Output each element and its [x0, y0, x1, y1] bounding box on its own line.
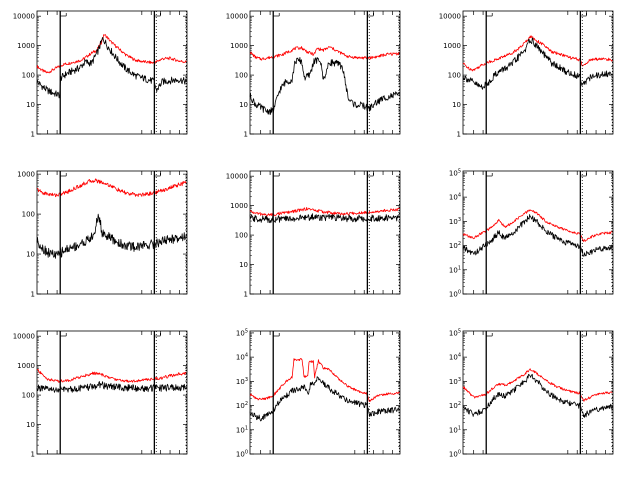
plot-frame — [36, 170, 188, 295]
y-tick-label: 105 — [449, 328, 461, 337]
y-tick-label: 102 — [236, 401, 248, 410]
y-tick-label: 101 — [449, 265, 461, 274]
series-lld-red — [462, 209, 613, 242]
series-events-black — [462, 214, 613, 257]
y-tick-label: 102 — [449, 241, 461, 250]
series-events-black — [249, 376, 400, 422]
y-tick-label: 104 — [449, 353, 461, 362]
y-tick-label: 1000 — [443, 42, 461, 50]
y-tick-label: 100 — [22, 392, 35, 400]
plot-frame — [249, 10, 401, 135]
chart-det-6: 100 101 102 103 104 105 — [449, 168, 614, 299]
y-tick-label: 1000 — [17, 362, 35, 370]
y-tick-label: 100 — [22, 72, 35, 80]
chart-det-3: 1 10 100 1000 10000 — [439, 10, 614, 139]
plot-frame — [36, 330, 188, 455]
series-events-black — [462, 37, 613, 90]
y-tick-label: 101 — [449, 425, 461, 434]
y-tick-label: 102 — [449, 401, 461, 410]
y-tick-label: 1 — [31, 131, 35, 139]
y-tick-label: 1 — [244, 131, 248, 139]
series-events-black — [36, 37, 187, 99]
y-tick-label: 10000 — [13, 333, 35, 341]
y-tick-label: 1000 — [17, 42, 35, 50]
y-tick-label: 103 — [449, 377, 461, 386]
y-tick-label: 100 — [22, 211, 35, 219]
series-lld-red — [462, 368, 613, 402]
series-lld-red — [36, 34, 187, 74]
y-tick-label: 101 — [236, 425, 248, 434]
plot-frame — [36, 10, 188, 135]
series-lld-red — [36, 178, 187, 198]
y-tick-label: 105 — [449, 168, 461, 177]
plot-frame — [462, 170, 614, 295]
series-lld-red — [36, 368, 187, 383]
y-tick-label: 1000 — [230, 202, 248, 210]
y-tick-label: 10000 — [439, 13, 461, 21]
chart-det-7: 1 10 100 1000 10000 — [13, 330, 188, 459]
y-tick-label: 10 — [26, 101, 35, 109]
y-tick-label: 1000 — [17, 171, 35, 179]
y-tick-label: 10 — [452, 101, 461, 109]
y-tick-label: 10 — [239, 261, 248, 269]
y-tick-label: 103 — [449, 217, 461, 226]
chart-det-5: 1 10 100 1000 10000 — [226, 170, 401, 299]
y-tick-label: 100 — [235, 232, 248, 240]
y-tick-label: 1000 — [230, 42, 248, 50]
series-lld-red — [249, 46, 400, 61]
y-tick-label: 1 — [31, 291, 35, 299]
series-events-black — [36, 381, 187, 393]
series-events-black — [249, 56, 400, 115]
y-tick-label: 10 — [26, 421, 35, 429]
plot-frame — [249, 170, 401, 295]
y-tick-label: 10 — [239, 101, 248, 109]
y-tick-label: 100 — [448, 72, 461, 80]
y-tick-label: 10000 — [226, 173, 248, 181]
y-tick-label: 10000 — [13, 13, 35, 21]
y-tick-label: 100 — [236, 450, 248, 459]
y-tick-label: 104 — [449, 193, 461, 202]
series-lld-red — [462, 35, 613, 72]
chart-det-9: 100 101 102 103 104 105 — [449, 328, 614, 459]
series-lld-red — [249, 357, 400, 403]
y-tick-label: 100 — [449, 290, 461, 299]
y-tick-label: 100 — [449, 450, 461, 459]
plot-frame — [249, 330, 401, 455]
series-lld-red — [249, 206, 400, 217]
y-tick-label: 1 — [244, 291, 248, 299]
y-tick-label: 1 — [457, 131, 461, 139]
plot-frame — [462, 10, 614, 135]
y-tick-label: 1 — [31, 451, 35, 459]
y-tick-label: 104 — [236, 353, 248, 362]
plot-frame — [462, 330, 614, 455]
series-events-black — [462, 373, 613, 418]
y-tick-label: 10000 — [226, 13, 248, 21]
series-events-black — [249, 213, 400, 224]
chart-det-2: 1 10 100 1000 10000 — [226, 10, 401, 139]
y-tick-label: 103 — [236, 377, 248, 386]
chart-det-4: 1 10 100 1000 — [17, 170, 188, 299]
y-tick-label: 105 — [236, 328, 248, 337]
chart-det-1: 1 10 100 1000 10000 — [13, 10, 188, 139]
chart-det-8: 100 101 102 103 104 105 — [236, 328, 401, 459]
y-tick-label: 10 — [26, 251, 35, 259]
y-tick-label: 100 — [235, 72, 248, 80]
series-events-black — [36, 213, 187, 259]
